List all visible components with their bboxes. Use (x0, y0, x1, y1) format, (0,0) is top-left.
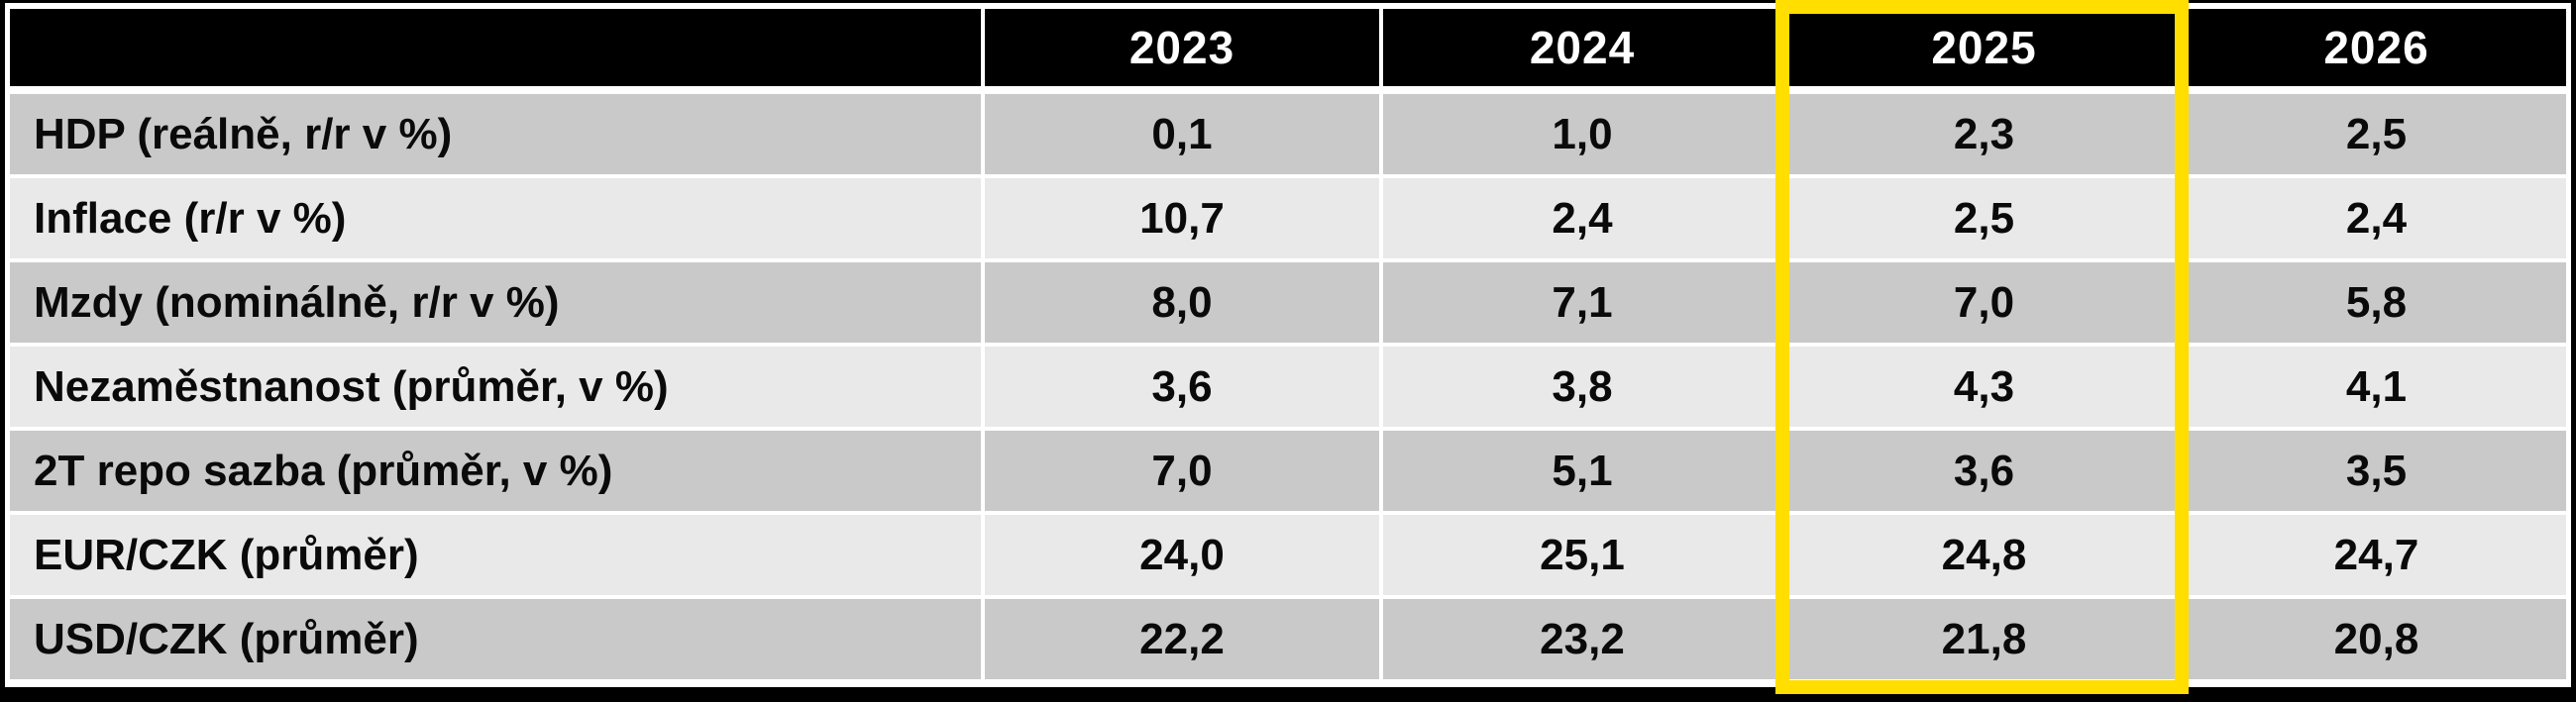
table-cell: 2,5 (2187, 94, 2566, 174)
row-label: Nezaměstnanost (průměr, v %) (10, 347, 981, 427)
table-outer-border-right (2571, 0, 2576, 702)
table-cell: 4,3 (1785, 347, 2183, 427)
table-cell: 3,6 (1785, 431, 2183, 511)
row-label: 2T repo sazba (průměr, v %) (10, 431, 981, 511)
table-cell: 5,8 (2187, 262, 2566, 343)
column-header-2026: 2026 (2187, 9, 2566, 86)
table-cell: 7,0 (985, 431, 1379, 511)
table-cell: 7,0 (1785, 262, 2183, 343)
table-cell: 2,4 (2187, 178, 2566, 258)
table-cell: 10,7 (985, 178, 1379, 258)
table-cell: 4,1 (2187, 347, 2566, 427)
table-outer-border-top (0, 0, 2576, 3)
table-cell: 8,0 (985, 262, 1379, 343)
table-cell: 2,3 (1785, 94, 2183, 174)
table-cell: 25,1 (1383, 515, 1781, 595)
row-label: Inflace (r/r v %) (10, 178, 981, 258)
table-cell: 21,8 (1785, 599, 2183, 679)
table-cell: 0,1 (985, 94, 1379, 174)
table-cell: 3,8 (1383, 347, 1781, 427)
row-label: HDP (reálně, r/r v %) (10, 94, 981, 174)
table-cell: 22,2 (985, 599, 1379, 679)
column-header-2024: 2024 (1383, 9, 1781, 86)
table-cell: 2,4 (1383, 178, 1781, 258)
table-cell: 7,1 (1383, 262, 1781, 343)
table-outer-border-left (0, 0, 5, 702)
table-row-repo-sazba: 2T repo sazba (průměr, v %) 7,0 5,1 3,6 … (10, 431, 2566, 511)
table-header-row: 2023 2024 2025 2026 (10, 9, 2566, 86)
table-cell: 2,5 (1785, 178, 2183, 258)
table-cell: 24,7 (2187, 515, 2566, 595)
column-header-2025: 2025 (1785, 9, 2183, 86)
row-label: USD/CZK (průměr) (10, 599, 981, 679)
table-cell: 3,5 (2187, 431, 2566, 511)
header-corner-cell (10, 9, 981, 86)
forecast-table: 2023 2024 2025 2026 HDP (reálně, r/r v %… (10, 9, 2566, 683)
table-cell: 24,8 (1785, 515, 2183, 595)
table-row-hdp: HDP (reálně, r/r v %) 0,1 1,0 2,3 2,5 (10, 94, 2566, 174)
table-row-mzdy: Mzdy (nominálně, r/r v %) 8,0 7,1 7,0 5,… (10, 262, 2566, 343)
table-cell: 3,6 (985, 347, 1379, 427)
table-row-nezamestnanost: Nezaměstnanost (průměr, v %) 3,6 3,8 4,3… (10, 347, 2566, 427)
table-cell: 23,2 (1383, 599, 1781, 679)
row-label: EUR/CZK (průměr) (10, 515, 981, 595)
table-cell: 24,0 (985, 515, 1379, 595)
table-row-inflace: Inflace (r/r v %) 10,7 2,4 2,5 2,4 (10, 178, 2566, 258)
table-row-usd-czk: USD/CZK (průměr) 22,2 23,2 21,8 20,8 (10, 599, 2566, 679)
table-row-eur-czk: EUR/CZK (průměr) 24,0 25,1 24,8 24,7 (10, 515, 2566, 595)
row-label: Mzdy (nominálně, r/r v %) (10, 262, 981, 343)
table-cell: 5,1 (1383, 431, 1781, 511)
table-cell: 20,8 (2187, 599, 2566, 679)
table-cell: 1,0 (1383, 94, 1781, 174)
column-header-2023: 2023 (985, 9, 1379, 86)
table-bottom-bar (0, 687, 2576, 702)
